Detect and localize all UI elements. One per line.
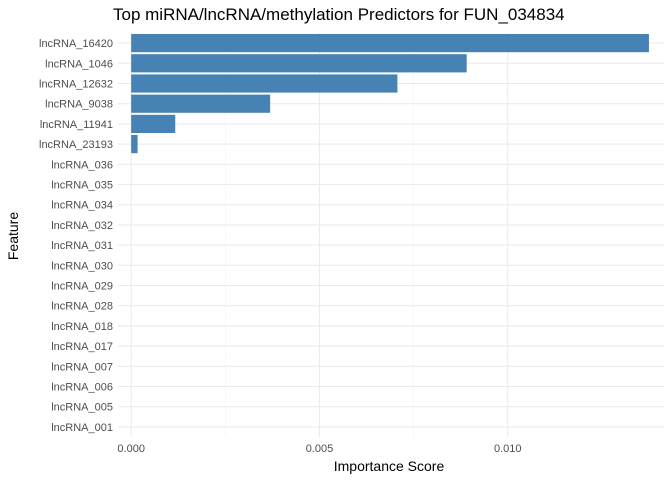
y-tick-label: lncRNA_017 [51,341,113,353]
y-tick-label: lncRNA_12632 [39,79,113,91]
y-tick-label: lncRNA_11941 [40,119,113,131]
grid [118,33,664,437]
y-tick-label: lncRNA_23193 [39,139,113,151]
y-tick-label: lncRNA_001 [51,422,113,434]
x-tick-label: 0.000 [117,443,145,455]
y-tick-label: lncRNA_034 [51,200,113,212]
y-tick-label: lncRNA_018 [51,321,113,333]
bar [131,54,467,73]
y-tick-label: lncRNA_007 [51,361,113,373]
bar [131,114,176,133]
y-tick-label: lncRNA_029 [51,281,113,293]
y-tick-label: lncRNA_036 [51,159,113,171]
bars [131,34,649,154]
x-tick-label: 0.005 [306,443,334,455]
y-axis-title: Feature [5,212,21,260]
y-tick-label: lncRNA_006 [51,382,113,394]
bar [131,74,398,93]
y-tick-labels: lncRNA_16420 lncRNA_1046 lncRNA_12632 lncRN… [39,38,113,434]
y-tick-label: lncRNA_005 [51,402,113,414]
y-tick-label: lncRNA_032 [51,220,113,232]
y-tick-label: lncRNA_028 [51,301,113,313]
y-tick-label: lncRNA_030 [51,260,113,272]
y-tick-label: lncRNA_16420 [39,38,113,50]
y-tick-label: lncRNA_031 [51,240,113,252]
y-tick-label: lncRNA_1046 [45,58,113,70]
bar [131,34,649,53]
x-tick-labels: 0.000 0.005 0.010 [117,443,521,455]
x-axis-title: Importance Score [334,458,445,474]
y-tick-label: lncRNA_9038 [45,99,113,111]
bar [131,94,271,113]
bar [131,135,138,154]
x-tick-label: 0.010 [494,443,522,455]
y-tick-label: lncRNA_035 [51,180,113,192]
chart-title: Top miRNA/lncRNA/methylation Predictors … [113,5,565,24]
